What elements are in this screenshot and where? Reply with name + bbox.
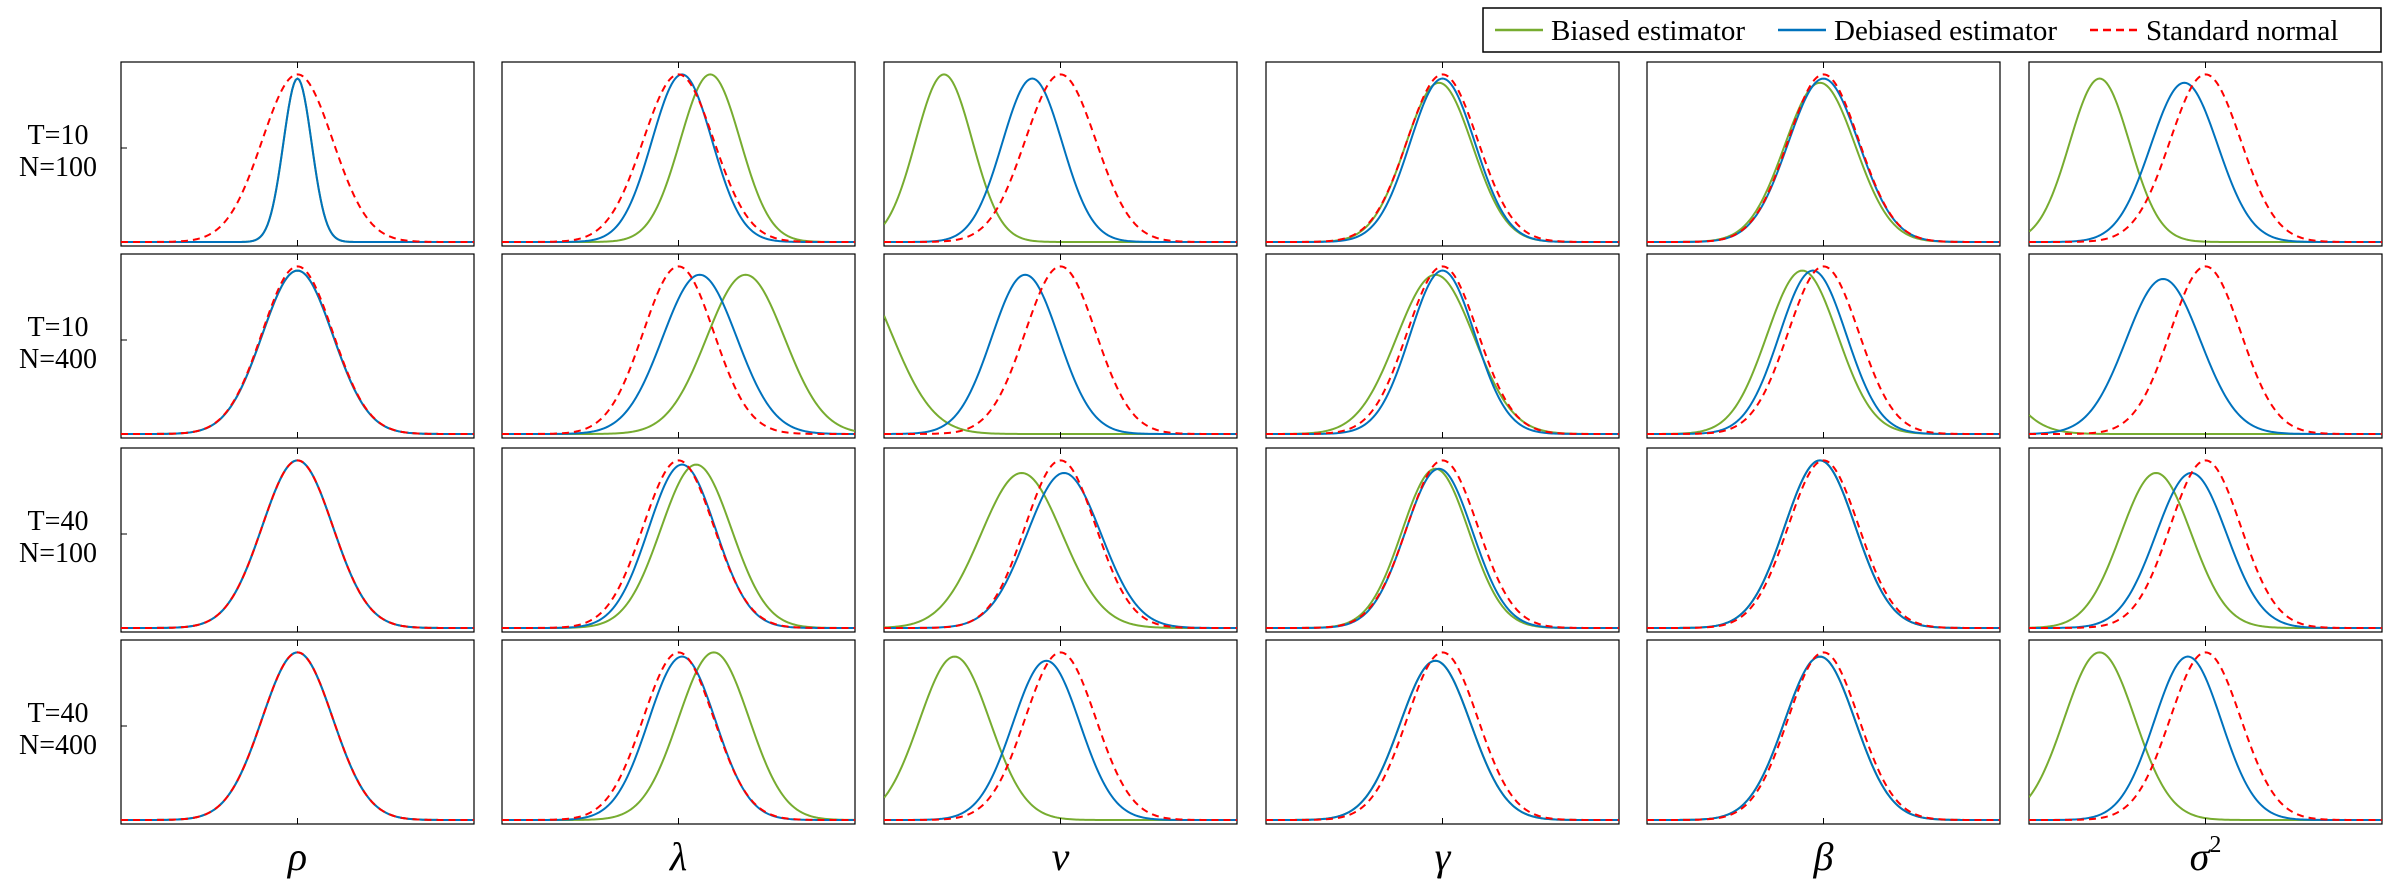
series-normal-line xyxy=(121,265,474,435)
panel-frame xyxy=(1646,61,2001,247)
panel xyxy=(501,639,856,825)
panel-frame xyxy=(2028,253,2383,439)
series-normal-line xyxy=(502,265,855,435)
series-normal-line xyxy=(884,73,1237,243)
panel-frame xyxy=(1265,61,1620,247)
column-label: β xyxy=(1813,834,1834,879)
legend-label-debiased: Debiased estimator xyxy=(1834,15,2057,47)
panel xyxy=(1265,61,1620,247)
panel xyxy=(120,447,475,633)
panel-frame xyxy=(1265,639,1620,825)
row-label-N: N=100 xyxy=(19,538,97,569)
panel xyxy=(1265,639,1620,825)
panel xyxy=(883,61,1238,247)
panel-frame xyxy=(501,639,856,825)
panel-frame xyxy=(1646,639,2001,825)
panel xyxy=(120,61,475,247)
panel-frame xyxy=(120,61,475,247)
panel-frame xyxy=(1265,253,1620,439)
panel-frame xyxy=(1265,447,1620,633)
column-label: ρ xyxy=(286,834,307,879)
series-normal-line xyxy=(1647,73,2000,243)
panel xyxy=(120,639,475,825)
panel-grid xyxy=(120,61,2383,825)
column-label: ν xyxy=(1052,834,1070,879)
panel xyxy=(1265,447,1620,633)
panel xyxy=(2028,639,2383,825)
series-normal-line xyxy=(1266,651,1619,821)
panel xyxy=(501,447,856,633)
series-normal-line xyxy=(884,265,1237,435)
panel-frame xyxy=(2028,447,2383,633)
chart-legend: Biased estimator Debiased estimator Stan… xyxy=(1482,7,2382,53)
panel-frame xyxy=(120,639,475,825)
column-label-superscript: 2 xyxy=(2209,832,2221,858)
panel xyxy=(883,253,1238,439)
series-normal-line xyxy=(1266,73,1619,243)
panel-frame xyxy=(501,253,856,439)
row-label-T: T=10 xyxy=(28,312,89,343)
panel xyxy=(883,639,1238,825)
panel-frame xyxy=(883,61,1238,247)
series-normal-line xyxy=(121,651,474,821)
column-label: σ2 xyxy=(2190,832,2222,879)
panel-frame xyxy=(120,253,475,439)
legend-box xyxy=(1482,7,2382,53)
series-normal-line xyxy=(502,459,855,629)
column-label: λ xyxy=(669,834,687,879)
series-normal-line xyxy=(1647,265,2000,435)
panel-frame xyxy=(120,447,475,633)
series-normal-line xyxy=(884,459,1237,629)
panel xyxy=(2028,253,2383,439)
series-normal-line xyxy=(1647,459,2000,629)
series-normal-line xyxy=(2029,459,2382,629)
series-normal-line xyxy=(884,651,1237,821)
column-label: γ xyxy=(1435,834,1452,879)
series-normal-line xyxy=(121,459,474,629)
legend-label-normal: Standard normal xyxy=(2146,15,2338,47)
legend-label-biased: Biased estimator xyxy=(1551,15,1745,47)
series-normal-line xyxy=(2029,265,2382,435)
series-normal-line xyxy=(2029,651,2382,821)
column-labels: ρ λ ν γ β σ2 xyxy=(286,832,2221,879)
series-normal-line xyxy=(502,651,855,821)
series-normal-line xyxy=(2029,73,2382,243)
row-label-N: N=100 xyxy=(19,152,97,183)
series-normal-line xyxy=(121,73,474,243)
row-label-N: N=400 xyxy=(19,344,97,375)
panel-frame xyxy=(501,447,856,633)
series-normal-line xyxy=(1266,459,1619,629)
panel-frame xyxy=(2028,61,2383,247)
panel xyxy=(1265,253,1620,439)
row-label-T: T=40 xyxy=(28,506,89,537)
panel xyxy=(501,253,856,439)
row-label-T: T=10 xyxy=(28,120,89,151)
series-normal-line xyxy=(502,73,855,243)
panel-frame xyxy=(883,447,1238,633)
series-debiased-line xyxy=(502,273,855,435)
panel xyxy=(2028,447,2383,633)
panel-frame xyxy=(883,253,1238,439)
panel xyxy=(1646,253,2001,439)
series-normal-line xyxy=(1266,265,1619,435)
row-label-N: N=400 xyxy=(19,730,97,761)
panel-frame xyxy=(501,61,856,247)
row-label-T: T=40 xyxy=(28,698,89,729)
panel xyxy=(501,61,856,247)
panel-frame xyxy=(2028,639,2383,825)
panel-frame xyxy=(1646,447,2001,633)
panel xyxy=(120,253,475,439)
panel xyxy=(2028,61,2383,247)
panel-frame xyxy=(883,639,1238,825)
panel-frame xyxy=(1646,253,2001,439)
panel xyxy=(883,447,1238,633)
panel xyxy=(1646,61,2001,247)
panel xyxy=(1646,447,2001,633)
series-normal-line xyxy=(1647,651,2000,821)
panel xyxy=(1646,639,2001,825)
